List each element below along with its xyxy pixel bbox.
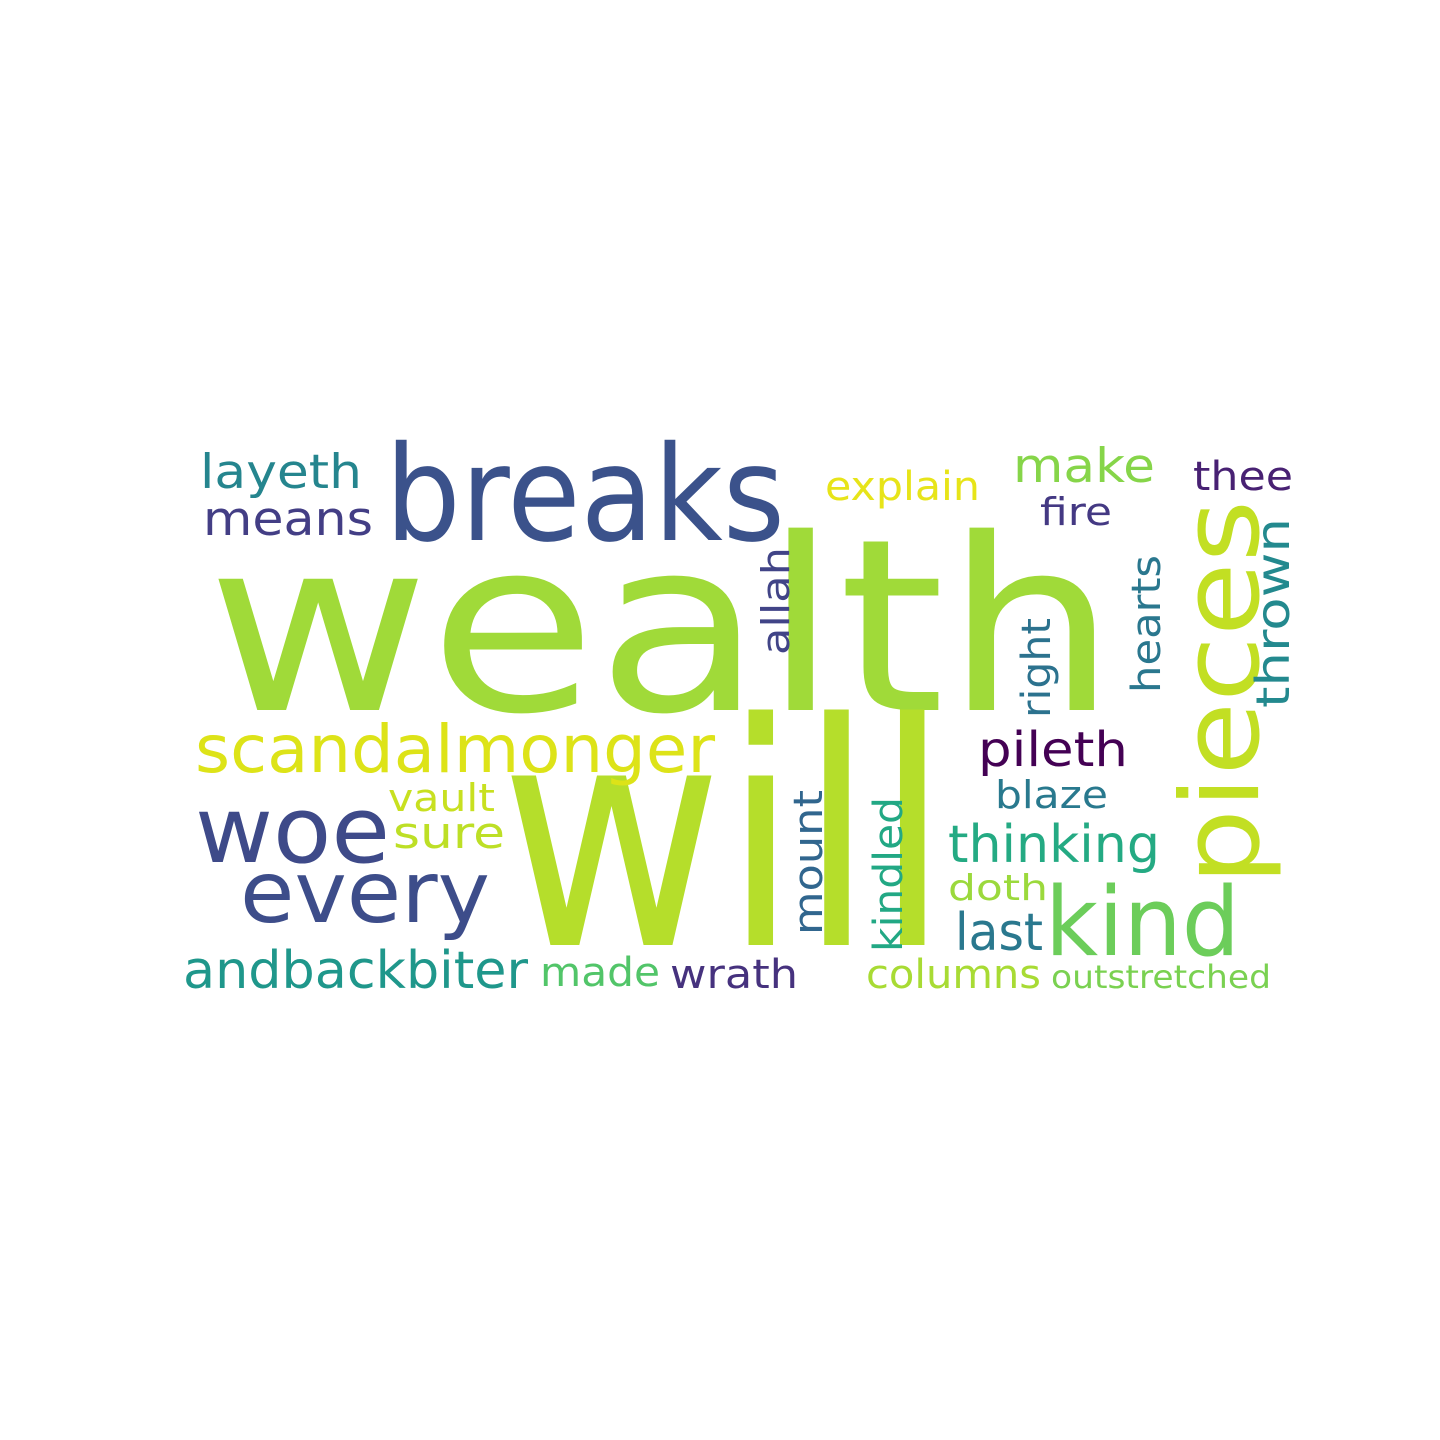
word-pieces: pieces — [1159, 500, 1284, 885]
word-outstretched: outstretched — [1051, 958, 1271, 996]
word-kindled: kindled — [866, 797, 912, 952]
word-breaks: breaks — [385, 418, 785, 572]
word-right: right — [1014, 618, 1060, 718]
word-allah: allah — [754, 547, 798, 655]
word-wrath: wrath — [670, 952, 798, 998]
word-vault: vault — [388, 776, 495, 820]
word-sure: sure — [393, 808, 505, 859]
word-means: means — [203, 492, 373, 547]
word-doth: doth — [948, 868, 1048, 909]
word-blaze: blaze — [995, 773, 1108, 817]
word-wealth: wealth — [207, 487, 1117, 767]
word-mount: mount — [786, 790, 832, 935]
word-kind: kind — [1045, 868, 1240, 978]
word-made: made — [540, 950, 660, 996]
word-explain: explain — [825, 464, 980, 510]
word-last: last — [955, 903, 1043, 963]
word-thrown: thrown — [1246, 518, 1300, 708]
word-thinking: thinking — [948, 815, 1160, 875]
word-hearts: hearts — [1124, 555, 1170, 693]
word-woe: woe — [195, 777, 390, 884]
word-make: make — [1013, 439, 1155, 494]
word-fire: fire — [1040, 490, 1112, 534]
word-every: every — [240, 843, 490, 943]
word-columns: columns — [866, 952, 1041, 998]
word-will: will — [500, 658, 950, 1019]
word-thee: thee — [1193, 454, 1293, 500]
word-pileth: pileth — [978, 722, 1128, 778]
word-layeth: layeth — [200, 445, 362, 500]
word-scandalmonger: scandalmonger — [195, 711, 716, 788]
word-andbackbiter: andbackbiter — [183, 941, 529, 1001]
